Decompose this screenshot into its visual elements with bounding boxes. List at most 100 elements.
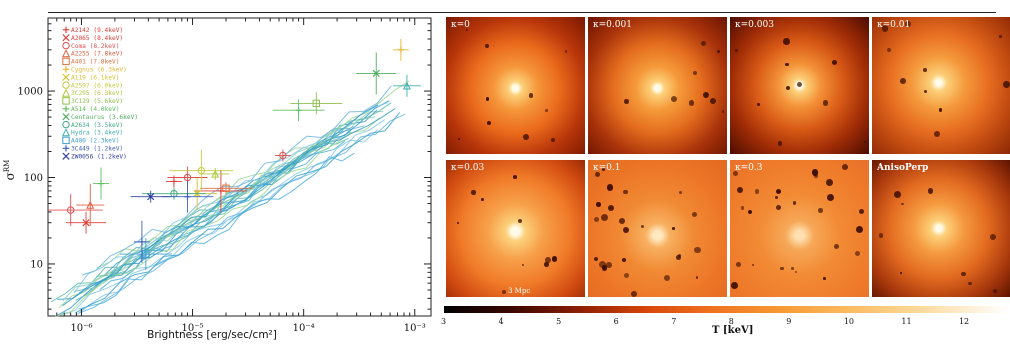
substructure-blob [961,271,967,277]
substructure-blob [640,224,644,228]
x-tick-label: 10⁻³ [404,323,426,334]
legend-entry: A2634 (3.5keV) [62,120,123,129]
legend-label: A119 (6.1keV) [71,74,119,81]
substructure-blob [606,184,614,191]
y-axis-label: σRM [3,160,17,181]
legend-label: A400 (2.3keV) [71,138,119,145]
sim-panel: κ=0.3 [730,160,869,297]
colorbar-tick: 7 [671,317,677,326]
sim-panel: κ=0.001 [588,17,727,154]
colorbar-tick: 12 [958,317,970,326]
substructure-blob [992,289,997,294]
marker-x-b [62,73,70,81]
marker-triangle [402,81,411,90]
substructure-blob [797,82,803,88]
colorbar-tick: 5 [556,317,562,326]
substructure-blob [899,77,906,84]
substructure-blob [823,277,826,280]
sim-track [50,127,349,303]
substructure-blob [593,256,599,261]
substructure-blob [456,222,459,225]
substructure-blob [785,62,789,67]
substructure-blob [564,50,568,53]
substructure-blob [887,48,892,52]
colorbar-label: T [keV] [712,325,754,336]
marker-x-b [147,193,155,201]
substructure-blob [878,233,883,238]
legend-entry: A514 (4.0keV) [62,105,119,113]
colorbar-tick: 9 [786,317,792,326]
data-point [199,182,252,195]
substructure-blob [693,71,698,76]
substructure-blob [486,120,491,125]
substructure-blob [618,218,625,225]
sim-track [62,104,379,307]
plot-frame [47,17,432,317]
substructure-blob [777,140,783,146]
marker-circle [62,81,70,89]
legend-label: A2142 (9.4keV) [71,27,123,34]
legend-label: Cygnus (6.3keV) [71,67,127,74]
substructure-blob [523,134,529,140]
substructure-blob [818,208,823,214]
observed-clusters [48,38,421,271]
marker-circle [62,120,70,129]
legend-label: ZW0056 (1.2keV) [71,153,127,160]
data-point [133,220,150,263]
substructure-blob [693,246,701,254]
x-axis-label: Brightness [erg/sec/cm²] [147,329,277,341]
y-tick-label: 100 [24,173,43,184]
substructure-blob [730,281,738,289]
substructure-blob [599,261,606,269]
marker-circle [62,41,70,50]
panel-label: AnisoPerp [877,163,929,173]
panel-label: κ=0 [451,20,470,30]
substructure-blob [679,191,683,195]
y-tick-label: 1000 [18,87,43,98]
substructure-blob [544,262,549,268]
substructure-blob [675,255,681,261]
colorbar-tick: 10 [843,317,855,326]
substructure-blob [827,193,835,201]
substructure-blob [863,140,867,144]
substructure-blob [545,109,548,112]
marker-square [142,250,150,258]
legend-entry: Centaurus (3.6keV) [62,113,138,121]
colorbar-tick: 4 [498,317,504,326]
y-axis-label-sup: RM [3,160,11,172]
substructure-blob [842,164,849,171]
panel-label: κ=0.3 [735,163,763,173]
data-point [392,38,409,61]
marker-x-b [372,69,380,78]
substructure-blob [826,179,833,186]
marker-triangle [61,49,71,58]
scale-bar [452,297,582,298]
data-point [76,184,105,227]
substructure-blob [775,188,781,194]
substructure-blob [999,35,1002,38]
substructure-blob [783,38,790,45]
substructure-blob [822,99,829,106]
substructure-blob [740,206,745,210]
substructure-blob [601,167,605,171]
substructure-blob [545,257,551,264]
substructure-blob [623,189,629,195]
top-rule [48,12,996,13]
marker-square [62,57,70,66]
legend-entry: A401 (7.8keV) [62,57,119,66]
panel-label: κ=0.1 [593,163,621,173]
substructure-blob [528,93,534,98]
substructure-blob [732,170,739,176]
marker-circle [279,151,287,160]
substructure-blob [927,187,934,194]
sim-panel: κ=0.1 [588,160,727,297]
sim-track [81,85,392,276]
substructure-blob [721,110,724,113]
substructure-blob [736,262,741,268]
substructure-blob [933,130,940,137]
legend-entry: A2065 (8.4keV) [62,34,123,42]
substructure-blob [780,266,784,270]
substructure-blob [881,24,889,32]
substructure-blob [938,108,943,113]
substructure-blob [601,213,609,221]
